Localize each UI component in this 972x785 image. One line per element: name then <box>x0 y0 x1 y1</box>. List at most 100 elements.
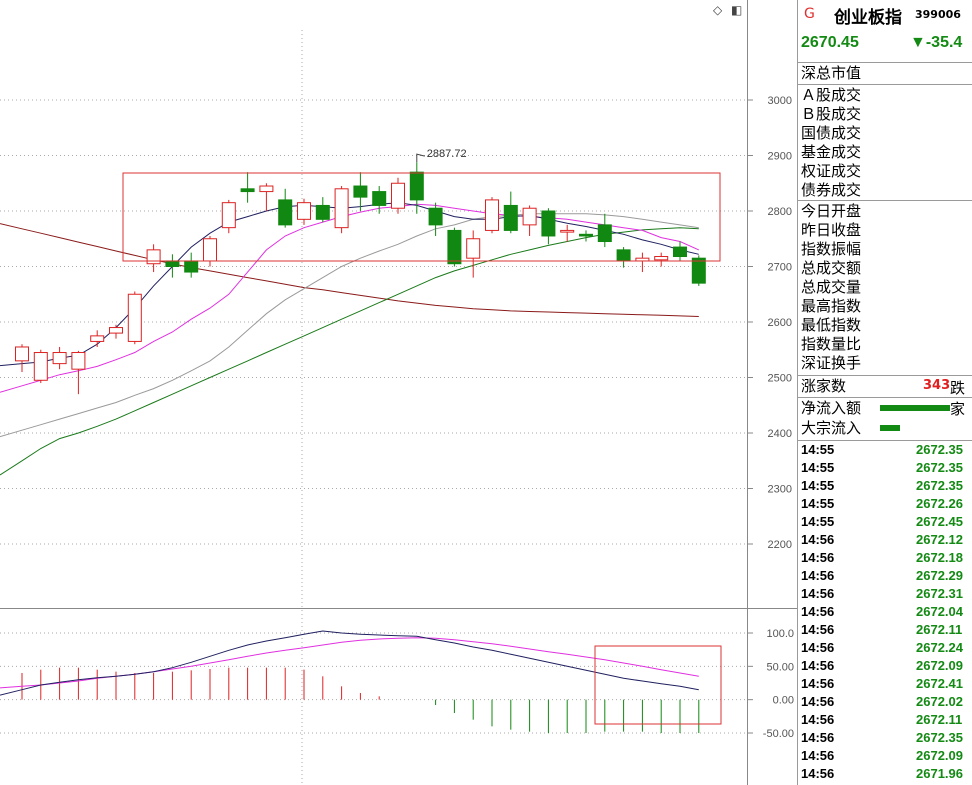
tick-price: 2672.24 <box>916 640 963 655</box>
candle <box>297 198 311 225</box>
candle-body <box>391 182 405 209</box>
tick-price: 2672.45 <box>916 514 963 529</box>
index-price: 2670.45 <box>801 34 859 51</box>
candle-body <box>15 346 29 362</box>
tick-row: 14:56 2672.09 <box>798 657 972 675</box>
price-tick-label: 2600 <box>768 317 792 329</box>
market-flag: G <box>804 6 815 22</box>
tick-row: 14:56 2672.29 <box>798 567 972 585</box>
candle-body <box>278 199 293 226</box>
info-label: 今日开盘 <box>801 202 862 220</box>
price-tick-label: 2900 <box>768 151 792 163</box>
tick-row: 14:55 2672.35 <box>798 441 972 459</box>
price-tick-label: 2500 <box>768 373 792 385</box>
tick-row: 14:56 2672.09 <box>798 747 972 765</box>
tick-price: 2672.35 <box>916 730 963 745</box>
tick-price: 2672.26 <box>916 496 963 511</box>
tick-time: 14:56 <box>801 748 835 763</box>
candle <box>146 244 161 273</box>
candle <box>541 208 556 245</box>
candle <box>579 230 593 242</box>
panel-toggle-icon[interactable]: ◧ <box>731 3 743 17</box>
tick-time: 14:55 <box>801 460 835 475</box>
candle <box>616 247 631 268</box>
tick-price: 2671.96 <box>916 766 963 781</box>
kline-chart[interactable]: 3000 2900 2800 2700 2600 2500 2400 2300 2200 100.… <box>0 0 797 785</box>
price-tick-label: 2200 <box>768 539 792 551</box>
tick-row: 14:56 2672.02 <box>798 693 972 711</box>
tick-row: 14:56 2672.12 <box>798 531 972 549</box>
tick-row: 14:55 2672.35 <box>798 477 972 495</box>
candle <box>409 162 424 214</box>
tick-time: 14:56 <box>801 730 835 745</box>
candle-body <box>522 207 537 226</box>
divider <box>798 375 972 376</box>
candle <box>278 188 293 228</box>
info-label: 权证成交 <box>801 162 862 180</box>
candle <box>353 172 368 211</box>
candle-body <box>146 249 161 265</box>
candle <box>240 172 255 203</box>
candle-body <box>240 188 255 193</box>
diamond-icon[interactable]: ◇ <box>713 3 723 17</box>
candle-body <box>203 238 217 262</box>
candle-body <box>597 224 612 243</box>
candle <box>221 199 236 234</box>
candle-body <box>127 293 142 342</box>
flow-label: 净流入额 <box>801 399 862 417</box>
candle <box>71 350 86 395</box>
up-count-label: 涨家数 <box>801 377 847 395</box>
tick-row: 14:56 2672.35 <box>798 729 972 747</box>
candle <box>165 254 180 278</box>
candle-body <box>691 257 706 284</box>
candle-body <box>297 202 311 220</box>
tick-price: 2672.31 <box>916 586 963 601</box>
info-label: Ａ股成交 <box>801 86 862 104</box>
tick-price: 2672.09 <box>916 748 963 763</box>
tick-row: 14:56 2672.24 <box>798 639 972 657</box>
tick-row: 14:56 2672.11 <box>798 711 972 729</box>
info-label: 基金成交 <box>801 143 862 161</box>
candle-body <box>409 171 424 201</box>
candle-body <box>673 246 687 258</box>
info-label: 总成交额 <box>801 259 862 277</box>
candle <box>485 197 499 234</box>
candle <box>15 344 29 372</box>
macd-tick-label: 50.00 <box>766 661 794 673</box>
candle <box>391 177 405 214</box>
candle <box>109 324 123 339</box>
price-axis: 3000 2900 2800 2700 2600 2500 2400 2300 2200 100.… <box>0 0 797 785</box>
tick-price: 2672.35 <box>916 442 963 457</box>
info-label: 昨日收盘 <box>801 221 862 239</box>
ma20-line <box>0 213 699 438</box>
candle <box>428 202 443 236</box>
candle-body <box>90 335 105 342</box>
tick-price: 2672.29 <box>916 568 963 583</box>
candle <box>560 224 575 242</box>
high-price-label: 2887.72 <box>427 148 467 160</box>
candle <box>372 186 387 214</box>
annotations: 2887.72 <box>122 148 722 725</box>
info-label: 债券成交 <box>801 181 862 199</box>
info-label: 指数量比 <box>801 335 862 353</box>
info-label: 深证换手 <box>801 354 862 372</box>
info-label: 最低指数 <box>801 316 862 334</box>
candlesticks <box>15 162 706 395</box>
tick-row: 14:55 2672.26 <box>798 495 972 513</box>
tick-price: 2672.11 <box>916 712 963 727</box>
candle <box>447 227 462 267</box>
candle <box>673 241 687 261</box>
candle <box>691 255 706 286</box>
candle <box>466 230 481 278</box>
tick-price: 2672.04 <box>916 604 963 619</box>
tick-time: 14:55 <box>801 442 835 457</box>
candle-body <box>315 204 330 220</box>
ma250-line <box>0 223 699 317</box>
tick-row: 14:56 2671.96 <box>798 765 972 783</box>
tick-time: 14:55 <box>801 496 835 511</box>
candle-body <box>447 229 462 265</box>
flow-bar <box>880 425 900 431</box>
candle-body <box>221 202 236 229</box>
tick-time: 14:56 <box>801 676 835 691</box>
dea-line <box>0 637 699 689</box>
